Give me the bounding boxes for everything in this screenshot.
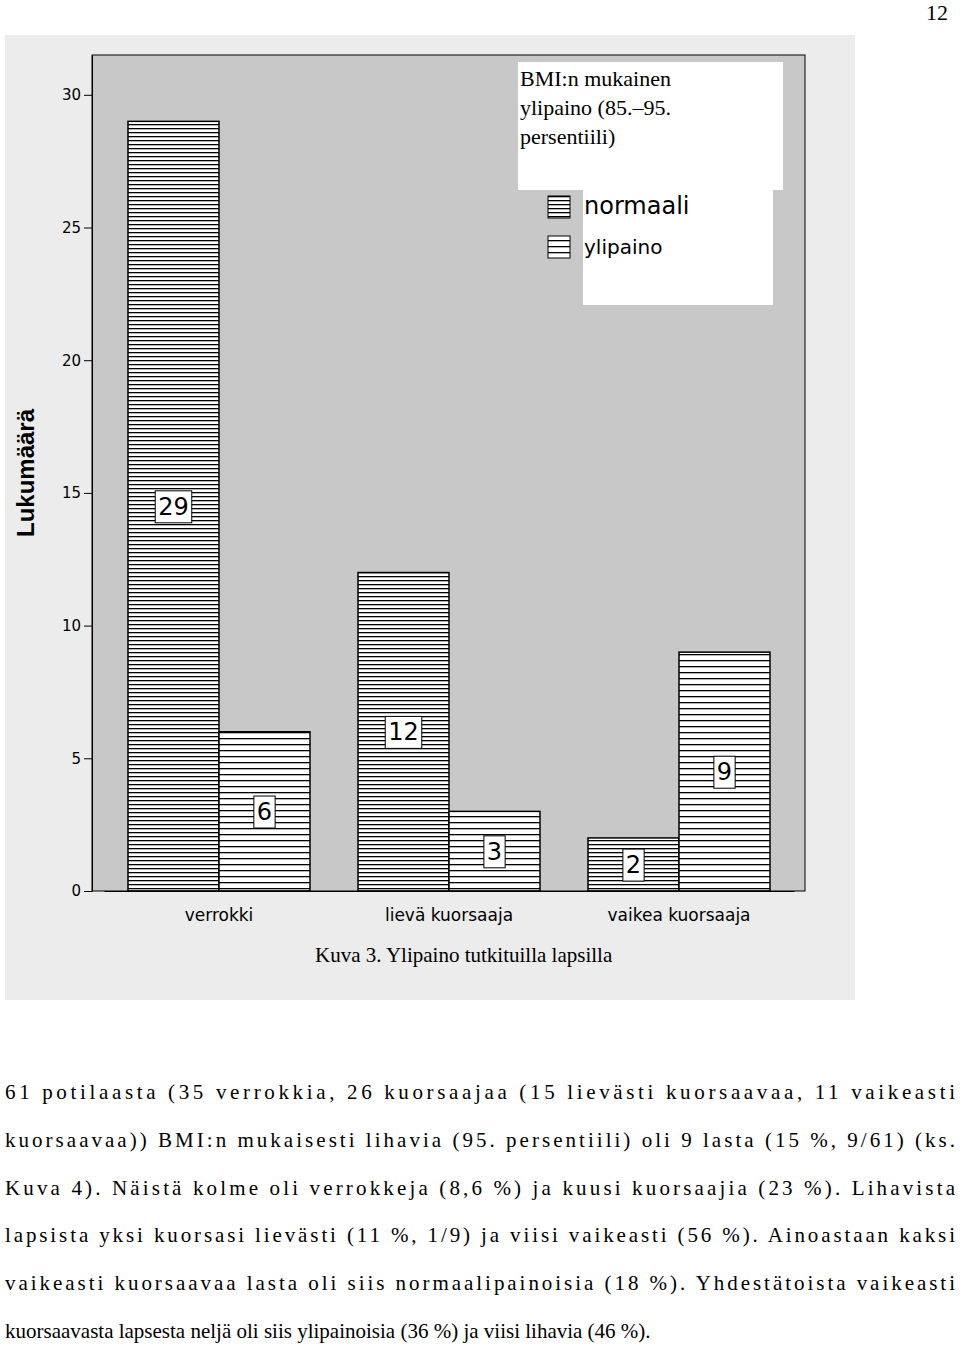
y-tick-mark	[84, 758, 92, 759]
text-line: Kuva 4). Näistä kolme oli verrokkeja (8,…	[5, 1176, 956, 1200]
page: 12 0 5 10 15 20 25 30 Lukumäärä verrokki lievä kuo…	[0, 0, 960, 1348]
y-tick-mark	[84, 360, 92, 361]
data-label-group: 9	[714, 756, 735, 788]
y-tick-label: 5	[71, 750, 81, 768]
text-line: lapsista yksi kuorsasi lievästi (11 %, 1…	[5, 1223, 955, 1247]
text-line: kuorsaavaa)) BMI:n mukaisesti lihavia (9…	[5, 1128, 955, 1152]
legend-title: persentiili)	[520, 124, 615, 149]
text-line: kuorsaavasta lapsesta neljä oli siis yli…	[5, 1319, 651, 1343]
bar	[449, 811, 540, 891]
x-tick: verrokki	[185, 891, 254, 925]
y-tick: 25	[62, 219, 92, 237]
data-label-box	[623, 849, 644, 881]
chart-background	[5, 35, 855, 1000]
y-axis: 0 5 10 15 20 25 30	[62, 56, 93, 901]
data-label: 2	[626, 851, 641, 879]
y-tick: 10	[62, 617, 92, 635]
data-label-group: 12	[385, 716, 422, 748]
y-tick-label: 10	[62, 617, 81, 635]
data-label: 12	[388, 718, 419, 746]
text-line: vaikeasti kuorsaavaa lasta oli siis norm…	[5, 1271, 955, 1295]
y-axis-title: Lukumäärä	[12, 408, 39, 537]
x-tick-label: verrokki	[185, 905, 254, 925]
y-tick: 0	[71, 882, 92, 900]
data-label: 3	[487, 838, 502, 866]
data-label-box	[254, 796, 275, 828]
y-tick: 15	[62, 484, 92, 502]
y-tick-mark	[84, 228, 92, 229]
data-label: 29	[158, 493, 189, 521]
x-tick-label: vaikea kuorsaaja	[607, 905, 750, 925]
legend-label: ylipaino	[584, 235, 662, 259]
x-tick: lievä kuorsaaja	[385, 891, 513, 925]
y-tick-mark	[84, 493, 92, 494]
y-tick-mark	[84, 626, 92, 627]
legend-box	[583, 190, 773, 305]
y-tick-mark	[84, 95, 92, 96]
data-label-box	[484, 836, 505, 868]
y-axis-line	[92, 56, 93, 892]
plot-background	[92, 55, 805, 891]
x-tick: vaikea kuorsaaja	[607, 891, 750, 925]
data-label: 9	[717, 758, 732, 786]
legend-title: ylipaino (85.–95.	[520, 95, 671, 120]
legend-title-box	[518, 62, 783, 190]
plot-frame	[92, 55, 805, 891]
y-tick-mark	[84, 891, 92, 892]
data-label-group: 29	[155, 491, 192, 523]
y-tick-label: 15	[62, 484, 81, 502]
y-tick: 20	[62, 352, 92, 370]
y-tick-label: 30	[62, 86, 81, 104]
y-tick-label: 25	[62, 219, 81, 237]
bar	[358, 573, 449, 891]
data-label-box	[714, 756, 735, 788]
body-text: 61 potilaasta (35 verrokkia, 26 kuorsaaj…	[5, 1080, 956, 1343]
legend-swatch	[548, 236, 570, 258]
y-tick-label: 0	[71, 882, 81, 900]
chart-title: Kuva 3. Ylipaino tutkituilla lapsilla	[315, 943, 613, 967]
x-axis: verrokki lievä kuorsaaja vaikea kuorsaaja	[105, 891, 795, 925]
legend-label: normaali	[584, 192, 689, 220]
bar	[219, 732, 310, 891]
y-tick: 30	[62, 86, 92, 104]
data-labels: 29 12 2 6 3 9	[155, 491, 735, 881]
data-label-group: 6	[254, 796, 275, 828]
page-number: 12	[926, 0, 948, 25]
y-tick: 5	[71, 750, 92, 768]
text-line: 61 potilaasta (35 verrokkia, 26 kuorsaaj…	[5, 1080, 955, 1104]
data-label: 6	[257, 798, 272, 826]
x-axis-line	[105, 891, 795, 892]
x-tick-label: lievä kuorsaaja	[385, 905, 513, 925]
data-label-group: 3	[484, 836, 505, 868]
data-label-box	[155, 491, 192, 523]
legend-title: BMI:n mukainen	[520, 66, 671, 91]
data-label-box	[385, 716, 422, 748]
data-label-group: 2	[623, 849, 644, 881]
bar	[128, 121, 219, 891]
legend: BMI:n mukainen ylipaino (85.–95. persentii…	[518, 62, 783, 305]
y-tick-label: 20	[62, 352, 81, 370]
legend-swatch	[548, 196, 570, 218]
bar	[679, 652, 770, 891]
bar	[588, 838, 679, 891]
